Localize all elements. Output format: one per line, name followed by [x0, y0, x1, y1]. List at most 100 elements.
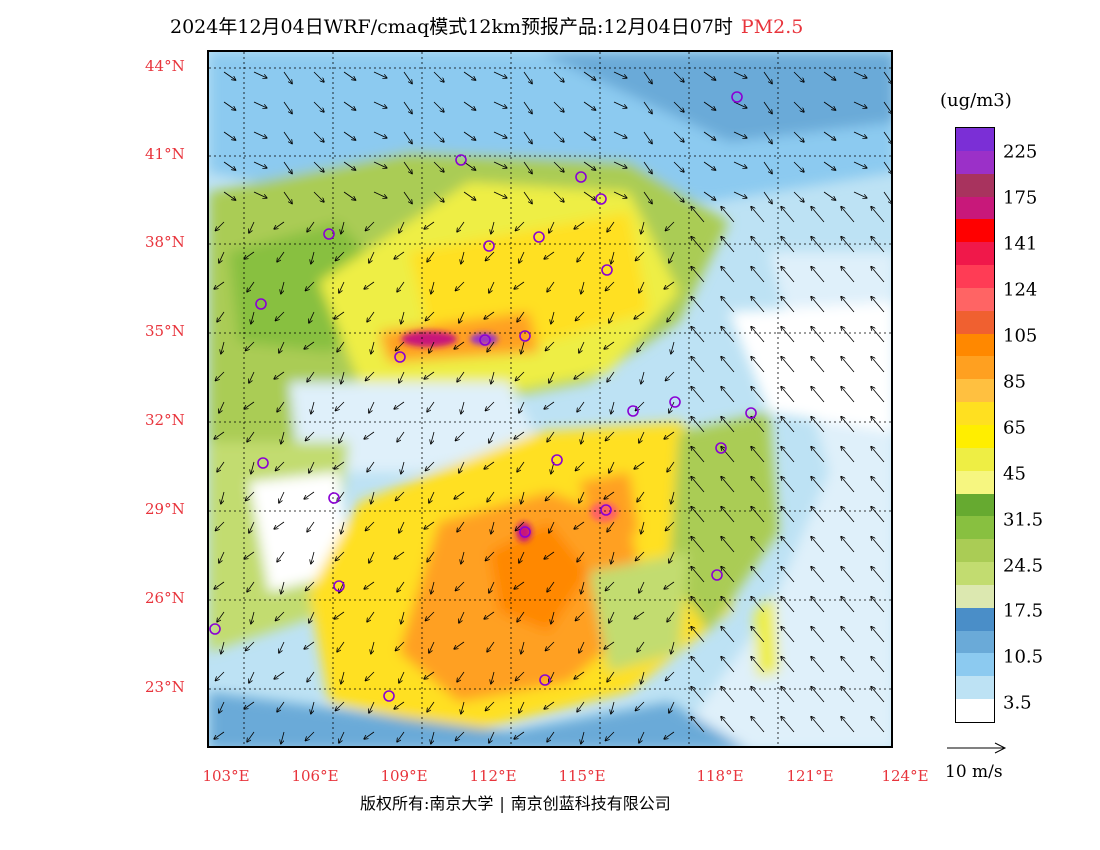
wind-arrow: [313, 191, 324, 202]
city-marker: [519, 526, 531, 538]
colorbar-label: 31.5: [1003, 509, 1044, 531]
wind-arrow: [491, 371, 495, 384]
wind-arrow: [841, 627, 855, 643]
wind-arrow: [781, 597, 795, 613]
wind-arrow: [547, 731, 555, 742]
wind-arrow: [429, 491, 435, 503]
wind-arrow: [283, 131, 292, 144]
wind-arrow: [691, 237, 705, 253]
map-area[interactable]: [207, 50, 893, 748]
colorbar-segment: [956, 287, 994, 312]
city-marker: [627, 405, 639, 417]
wind-arrow: [733, 101, 747, 108]
wind-arrow: [341, 221, 345, 234]
wind-arrow: [811, 627, 825, 643]
pm25-field-map: [209, 52, 891, 746]
city-marker: [479, 334, 491, 346]
wind-arrow: [613, 191, 627, 198]
wind-arrow: [721, 567, 735, 583]
wind-arrow: [281, 581, 285, 594]
wind-arrow: [549, 221, 555, 233]
wind-arrow: [309, 461, 315, 473]
wind-arrow: [841, 237, 855, 253]
wind-arrow: [217, 461, 225, 472]
colorbar-unit: (ug/m3): [940, 90, 1012, 111]
wind-arrow: [281, 431, 285, 444]
wind-arrow: [853, 191, 867, 198]
wind-arrow: [214, 731, 225, 739]
wind-arrow: [667, 611, 675, 622]
wind-arrow: [283, 71, 292, 84]
wind-arrow: [313, 131, 324, 142]
wind-arrow: [311, 401, 315, 414]
wind-arrow: [841, 417, 855, 433]
wind-arrow: [454, 491, 465, 499]
wind-arrow: [883, 131, 891, 144]
wind-arrow: [751, 567, 765, 583]
wind-reference-label: 10 m/s: [945, 762, 1003, 782]
wind-arrow: [871, 477, 885, 493]
wind-arrow: [461, 401, 465, 414]
wind-arrow: [811, 657, 825, 673]
wind-arrow: [781, 447, 795, 463]
wind-arrow: [811, 327, 825, 343]
city-marker: [595, 193, 607, 205]
wind-arrow: [721, 327, 735, 343]
wind-arrow: [493, 161, 507, 168]
wind-arrow: [463, 71, 476, 80]
wind-arrow: [577, 701, 585, 712]
lat-label-32: 32°N: [145, 411, 185, 429]
lat-label-44: 44°N: [145, 57, 185, 75]
wind-arrow: [811, 597, 825, 613]
wind-arrow: [751, 687, 765, 703]
wind-arrow: [313, 71, 324, 82]
wind-arrow: [691, 357, 705, 373]
wind-arrow: [781, 297, 795, 313]
wind-arrow: [546, 641, 555, 651]
wind-arrow: [371, 641, 375, 654]
wind-arrow: [666, 671, 675, 681]
wind-arrow: [396, 491, 405, 501]
wind-arrow: [457, 521, 465, 532]
wind-arrow: [609, 461, 615, 473]
wind-arrow: [546, 491, 555, 501]
wind-arrow: [459, 461, 465, 473]
wind-arrow: [223, 71, 236, 80]
wind-arrow: [397, 431, 405, 442]
wind-arrow: [883, 191, 891, 204]
wind-arrow: [606, 581, 615, 591]
wind-arrow: [643, 191, 652, 204]
wind-arrow: [306, 581, 315, 591]
colorbar-segment: [956, 379, 994, 403]
wind-arrow: [516, 221, 525, 231]
wind-arrow: [781, 207, 795, 223]
wind-arrow: [751, 507, 765, 523]
wind-arrow: [489, 431, 495, 443]
wind-arrow: [751, 237, 765, 253]
wind-arrow: [519, 701, 525, 713]
wind-arrow: [691, 537, 705, 553]
wind-arrow: [871, 267, 885, 283]
wind-arrow: [691, 687, 705, 703]
wind-arrow: [793, 191, 804, 202]
wind-arrow: [691, 207, 705, 223]
wind-arrow: [671, 641, 675, 654]
wind-arrow: [553, 191, 564, 202]
wind-arrow: [343, 131, 356, 140]
wind-arrow: [489, 581, 495, 593]
wind-arrow: [364, 731, 375, 739]
wind-arrow: [521, 341, 525, 354]
wind-arrow: [427, 251, 435, 262]
colorbar-segment: [956, 150, 994, 175]
wind-arrow: [576, 611, 585, 621]
colorbar-segment: [956, 607, 994, 632]
wind-arrow: [691, 657, 705, 673]
wind-arrow: [606, 281, 615, 291]
wind-arrow: [426, 311, 435, 321]
wind-arrow: [841, 447, 855, 463]
wind-arrow: [339, 281, 345, 293]
wind-arrow: [613, 101, 627, 108]
colorbar-segment: [956, 653, 994, 677]
wind-arrow: [751, 327, 765, 343]
wind-arrow: [751, 207, 765, 223]
